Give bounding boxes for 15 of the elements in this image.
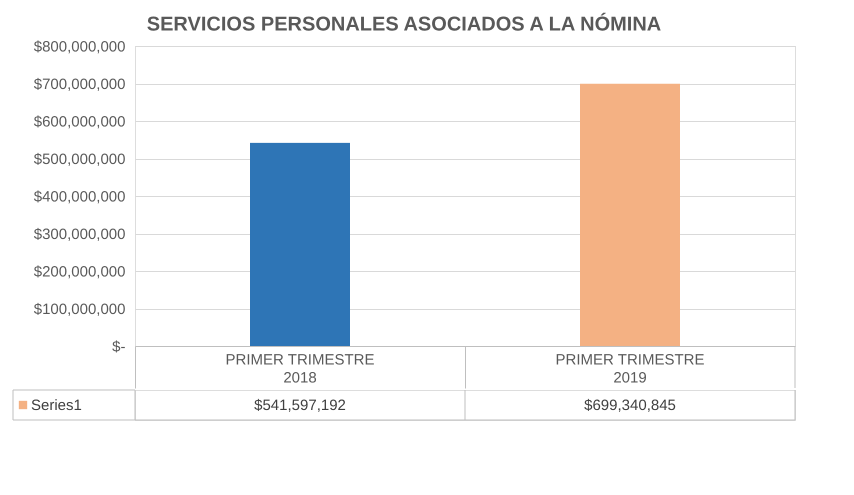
y-tick-label: $200,000,000: [34, 264, 126, 280]
y-tick-label: $700,000,000: [34, 76, 126, 93]
data-label: $541,597,192: [254, 397, 346, 414]
y-tick-label: $800,000,000: [34, 38, 126, 56]
y-tick-label: $100,000,000: [34, 301, 126, 318]
x-tick-label: PRIMER TRIMESTRE 2018: [226, 352, 374, 386]
x-tick-label: PRIMER TRIMESTRE 2019: [556, 352, 704, 386]
data-label: $699,340,845: [584, 397, 676, 414]
y-tick-label: $600,000,000: [34, 114, 126, 130]
legend-label: Series1: [31, 397, 82, 414]
y-tick-label: $300,000,000: [34, 226, 126, 243]
y-tick-label: $400,000,000: [34, 188, 126, 206]
y-tick-label: $-: [112, 338, 126, 356]
chart-title: SERVICIOS PERSONALES ASOCIADOS A LA NÓMINA: [146, 12, 662, 36]
y-tick-label: $500,000,000: [34, 151, 126, 168]
